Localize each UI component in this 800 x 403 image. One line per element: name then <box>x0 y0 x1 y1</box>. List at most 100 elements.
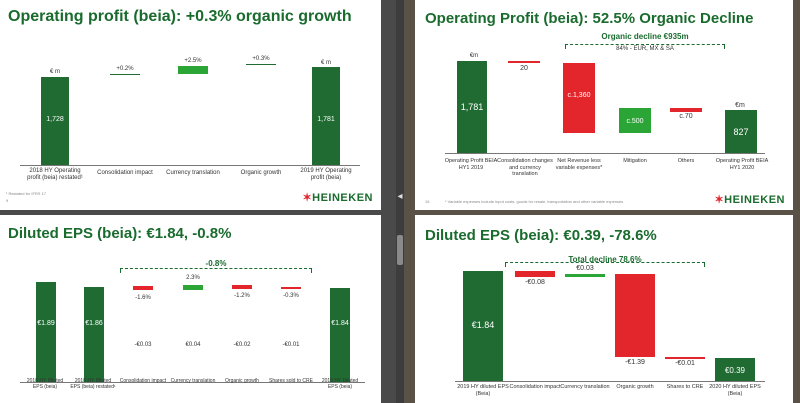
slide-eps-2020: Diluted EPS (beia): €0.39, -78.6% Total … <box>415 215 793 403</box>
slide-operating-profit-2019: Operating profit (beia): +0.3% organic g… <box>0 0 381 210</box>
x-label: Organic growth <box>240 170 282 176</box>
pct-label: 2.3% <box>186 275 200 281</box>
x-label: Mitigation <box>623 158 647 164</box>
bar-2018-eps-restated <box>84 287 104 382</box>
bracket-label: -0.8% <box>205 259 227 268</box>
bar-others <box>670 108 702 112</box>
bar-value: €1.89 <box>37 320 55 327</box>
baseline <box>455 381 765 382</box>
bar-currency <box>183 285 203 290</box>
x-label: Consolidation impact <box>509 384 561 390</box>
unit-label: €m <box>469 53 479 59</box>
baseline <box>20 382 365 383</box>
slide-title: Operating Profit (beia): 52.5% Organic D… <box>425 10 754 27</box>
heineken-logo: ✶HEINEKEN <box>302 192 373 204</box>
x-label: Shares to CRE <box>666 384 704 390</box>
bar-2019-eps <box>463 271 503 381</box>
bracket <box>120 268 312 273</box>
unit-label: € m <box>320 60 331 66</box>
x-label: Organic growth <box>225 378 259 384</box>
bar-value: €1.84 <box>331 320 349 327</box>
slide-title: Diluted EPS (beia): €0.39, -78.6% <box>425 227 657 244</box>
footnote: * Variable expenses include input costs,… <box>445 199 624 204</box>
eps-label: -€0.03 <box>134 342 152 348</box>
bar-value: -€1.39 <box>625 359 645 366</box>
x-label: Currency translation <box>166 170 220 176</box>
bar-value: €1.86 <box>85 320 103 327</box>
bar-2020-eps <box>715 358 755 381</box>
delta-label: +2.5% <box>184 58 202 64</box>
unit-label: € m <box>49 69 60 75</box>
bar-2019-op <box>312 67 340 165</box>
x-label: 2019 HY Diluted EPS (beia) <box>321 378 359 390</box>
x-label: 2018 HY Diluted EPS (beia) restated¹ <box>70 378 116 390</box>
bar-value: 1,781 <box>460 102 484 112</box>
bar-organic <box>615 274 655 357</box>
bar-shares <box>281 287 301 289</box>
bar-value: c.500 <box>626 118 644 125</box>
bar-op-2019 <box>457 61 487 153</box>
x-label: Operating Profit BEIA HY1 2019 <box>444 158 498 171</box>
footnote: ¹ Restated for IFRS 17 <box>6 191 47 196</box>
bracket <box>565 44 725 49</box>
slide-eps-2019: Diluted EPS (beia): €1.84, -0.8% -0.8% €… <box>0 215 381 403</box>
x-label: Consolidation changes and currency trans… <box>497 158 553 178</box>
bar-value: -€0.01 <box>675 360 695 367</box>
slide-title: Operating profit (beia): +0.3% organic g… <box>8 8 352 25</box>
bracket-label: Organic decline €935m <box>601 32 689 41</box>
bracket-sublabel: 84% - EUR, MX & SA <box>616 46 674 52</box>
bar-2018-eps <box>36 282 56 382</box>
pct-label: -1.2% <box>234 293 250 299</box>
x-label: Net Revenue less variable expenses* <box>555 158 603 171</box>
x-label: Others <box>677 158 695 164</box>
bar-shares <box>665 357 705 359</box>
bar-op-2020 <box>725 110 757 153</box>
bar-value: €1.84 <box>471 320 495 330</box>
unit-label: €m <box>735 102 745 109</box>
bar-mitigation <box>619 108 651 133</box>
bar-net-revenue <box>563 63 595 133</box>
bar-value: 1,728 <box>46 116 64 123</box>
page-number: 15 <box>425 199 430 204</box>
x-label: Consolidation impact <box>97 170 153 176</box>
baseline <box>445 153 765 154</box>
x-label: Operating Profit BEIA HY1 2020 <box>715 158 769 171</box>
scrollbar-thumb[interactable] <box>397 235 403 265</box>
bar-consolidation <box>110 74 140 75</box>
slide-operating-profit-2020: Operating Profit (beia): 52.5% Organic D… <box>415 0 793 210</box>
x-label: Organic growth <box>616 384 654 390</box>
bar-value: c.1,360 <box>567 92 591 99</box>
bar-organic <box>232 285 252 289</box>
bar-currency <box>565 274 605 277</box>
bar-value: c.70 <box>679 113 693 120</box>
x-label: Shares sold to CRE <box>269 378 313 384</box>
delta-label: +0.3% <box>252 56 270 62</box>
bar-consolidation <box>133 286 153 290</box>
baseline <box>20 165 360 166</box>
bar-currency <box>178 66 208 74</box>
x-label: 2020 HY diluted EPS (Beia) <box>709 384 761 397</box>
bar-2018-op <box>41 77 69 165</box>
x-label: 2018 HY Operating profit (beia) restated… <box>27 168 83 182</box>
pct-label: -0.3% <box>283 293 299 299</box>
heineken-logo: ✶HEINEKEN <box>714 194 785 206</box>
bar-value: €0.03 <box>576 265 594 272</box>
bar-consolidation <box>515 271 555 277</box>
bar-organic <box>246 64 276 65</box>
bar-value: 20 <box>520 65 528 72</box>
bar-value: 827 <box>733 127 749 137</box>
bracket <box>505 262 705 267</box>
bar-value: 1,781 <box>317 116 335 123</box>
bar-2019-eps <box>330 288 350 382</box>
eps-label: €0.04 <box>185 342 201 348</box>
eps-label: -€0.01 <box>282 342 300 348</box>
bar-consolidation <box>508 61 540 63</box>
page-divider <box>396 0 404 403</box>
x-label: Currency translation <box>560 384 610 390</box>
slide-title: Diluted EPS (beia): €1.84, -0.8% <box>8 225 232 242</box>
x-label: 2019 HY diluted EPS (Beia) <box>457 384 509 397</box>
eps-label: -€0.02 <box>233 342 251 348</box>
x-label: 2018 HY Diluted EPS (beia) <box>26 378 64 390</box>
page-nav-arrow-icon[interactable]: ◂ <box>397 191 403 202</box>
